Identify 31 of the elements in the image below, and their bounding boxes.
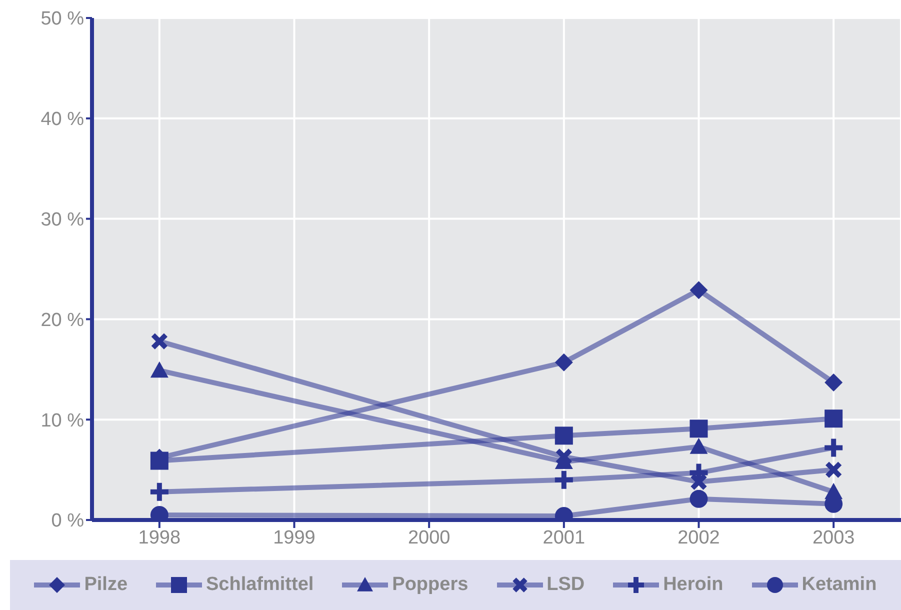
- legend-label: Poppers: [391, 574, 468, 596]
- legend-label: Schlafmittel: [204, 574, 314, 596]
- point: [690, 420, 708, 438]
- y-tick-label: 20 %: [40, 310, 84, 331]
- y-tick-label: 10 %: [40, 410, 84, 432]
- legend-label: Ketamin: [800, 574, 877, 596]
- point: [150, 332, 168, 350]
- point: [824, 410, 843, 428]
- point: [824, 461, 842, 479]
- point: [554, 452, 573, 469]
- y-tick-label: 40 %: [40, 109, 84, 130]
- x-tick-label: 1999: [273, 527, 316, 548]
- point: [690, 281, 708, 300]
- y-tick-label: 0 %: [51, 510, 84, 532]
- legend-label: LSD: [546, 574, 585, 596]
- x-tick-label: 2000: [408, 527, 450, 548]
- y-tick-label: 30 %: [40, 210, 84, 231]
- legend-label: Pilze: [83, 574, 128, 596]
- x-tick-label: 2001: [542, 527, 586, 548]
- point: [150, 361, 168, 378]
- point: [690, 438, 708, 454]
- x-tick-label: 2003: [812, 527, 855, 548]
- y-tick-label: 50 %: [40, 8, 84, 30]
- x-tick-label: 2002: [678, 527, 720, 548]
- point: [824, 373, 843, 392]
- x-tick-label: 1998: [138, 527, 181, 548]
- point: [690, 490, 708, 508]
- point: [554, 353, 573, 372]
- point: [824, 482, 843, 500]
- legend-label: Heroin: [662, 574, 724, 596]
- point: [554, 426, 573, 445]
